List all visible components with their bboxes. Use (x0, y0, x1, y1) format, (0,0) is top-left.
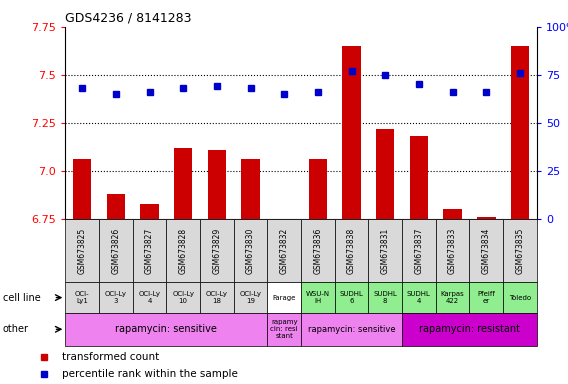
Bar (469, 282, 503, 313)
Text: rapamycin: resistant: rapamycin: resistant (419, 324, 520, 334)
Bar (402, 219, 436, 282)
Bar (140, 204, 159, 219)
Text: GSM673832: GSM673832 (279, 227, 289, 274)
Bar (343, 46, 361, 219)
Text: GSM673830: GSM673830 (246, 227, 255, 274)
Bar (65, 282, 99, 313)
Bar (436, 282, 469, 313)
Bar (301, 282, 335, 313)
Bar (308, 159, 327, 219)
Bar (65, 313, 268, 346)
Bar (107, 194, 125, 219)
Bar (503, 282, 537, 313)
Bar (166, 219, 200, 282)
Bar (268, 219, 301, 282)
Text: GDS4236 / 8141283: GDS4236 / 8141283 (65, 11, 192, 24)
Bar (65, 219, 99, 282)
Bar (301, 313, 402, 346)
Bar (436, 219, 469, 282)
Bar (402, 313, 537, 346)
Bar (99, 219, 133, 282)
Text: OCI-Ly
19: OCI-Ly 19 (240, 291, 261, 304)
Bar (335, 282, 369, 313)
Text: GSM673837: GSM673837 (415, 227, 423, 274)
Bar (268, 313, 301, 346)
Text: rapamycin: sensitive: rapamycin: sensitive (115, 324, 218, 334)
Text: cell line: cell line (3, 293, 40, 303)
Text: GSM673827: GSM673827 (145, 227, 154, 274)
Bar (99, 282, 133, 313)
Bar (200, 219, 233, 282)
Bar (174, 148, 193, 219)
Text: other: other (3, 324, 29, 334)
Bar (233, 282, 268, 313)
Bar (511, 46, 529, 219)
Text: GSM673835: GSM673835 (515, 227, 524, 274)
Text: OCI-Ly
4: OCI-Ly 4 (139, 291, 161, 304)
Text: GSM673825: GSM673825 (78, 227, 87, 274)
Bar (376, 129, 395, 219)
Bar (477, 217, 495, 219)
Text: SUDHL
4: SUDHL 4 (407, 291, 431, 304)
Bar (275, 219, 294, 223)
Bar (233, 219, 268, 282)
Bar (369, 219, 402, 282)
Bar (133, 219, 166, 282)
Text: OCI-Ly
3: OCI-Ly 3 (105, 291, 127, 304)
Bar (241, 159, 260, 219)
Text: Toledo: Toledo (509, 295, 531, 301)
Text: GSM673833: GSM673833 (448, 227, 457, 274)
Text: SUDHL
8: SUDHL 8 (373, 291, 397, 304)
Text: GSM673838: GSM673838 (347, 227, 356, 274)
Text: GSM673831: GSM673831 (381, 227, 390, 274)
Text: OCI-Ly
18: OCI-Ly 18 (206, 291, 228, 304)
Bar (268, 282, 301, 313)
Bar (301, 219, 335, 282)
Bar (443, 209, 462, 219)
Text: GSM673829: GSM673829 (212, 227, 222, 274)
Bar (166, 282, 200, 313)
Text: GSM673834: GSM673834 (482, 227, 491, 274)
Text: transformed count: transformed count (62, 352, 160, 362)
Text: Karpas
422: Karpas 422 (441, 291, 465, 304)
Bar (410, 136, 428, 219)
Bar (469, 219, 503, 282)
Text: GSM673836: GSM673836 (314, 227, 323, 274)
Text: OCI-
Ly1: OCI- Ly1 (75, 291, 90, 304)
Text: OCI-Ly
10: OCI-Ly 10 (172, 291, 194, 304)
Bar (503, 219, 537, 282)
Text: rapamycin: sensitive: rapamycin: sensitive (308, 325, 395, 334)
Text: GSM673826: GSM673826 (111, 227, 120, 274)
Bar (402, 282, 436, 313)
Bar (73, 159, 91, 219)
Text: GSM673828: GSM673828 (179, 227, 187, 274)
Text: Farage: Farage (273, 295, 296, 301)
Text: SUDHL
6: SUDHL 6 (340, 291, 364, 304)
Text: percentile rank within the sample: percentile rank within the sample (62, 369, 238, 379)
Bar (200, 282, 233, 313)
Bar (133, 282, 166, 313)
Text: WSU-N
IH: WSU-N IH (306, 291, 330, 304)
Text: rapamy
cin: resi
stant: rapamy cin: resi stant (270, 319, 298, 339)
Bar (207, 150, 226, 219)
Bar (335, 219, 369, 282)
Bar (369, 282, 402, 313)
Text: Pfeiff
er: Pfeiff er (477, 291, 495, 304)
